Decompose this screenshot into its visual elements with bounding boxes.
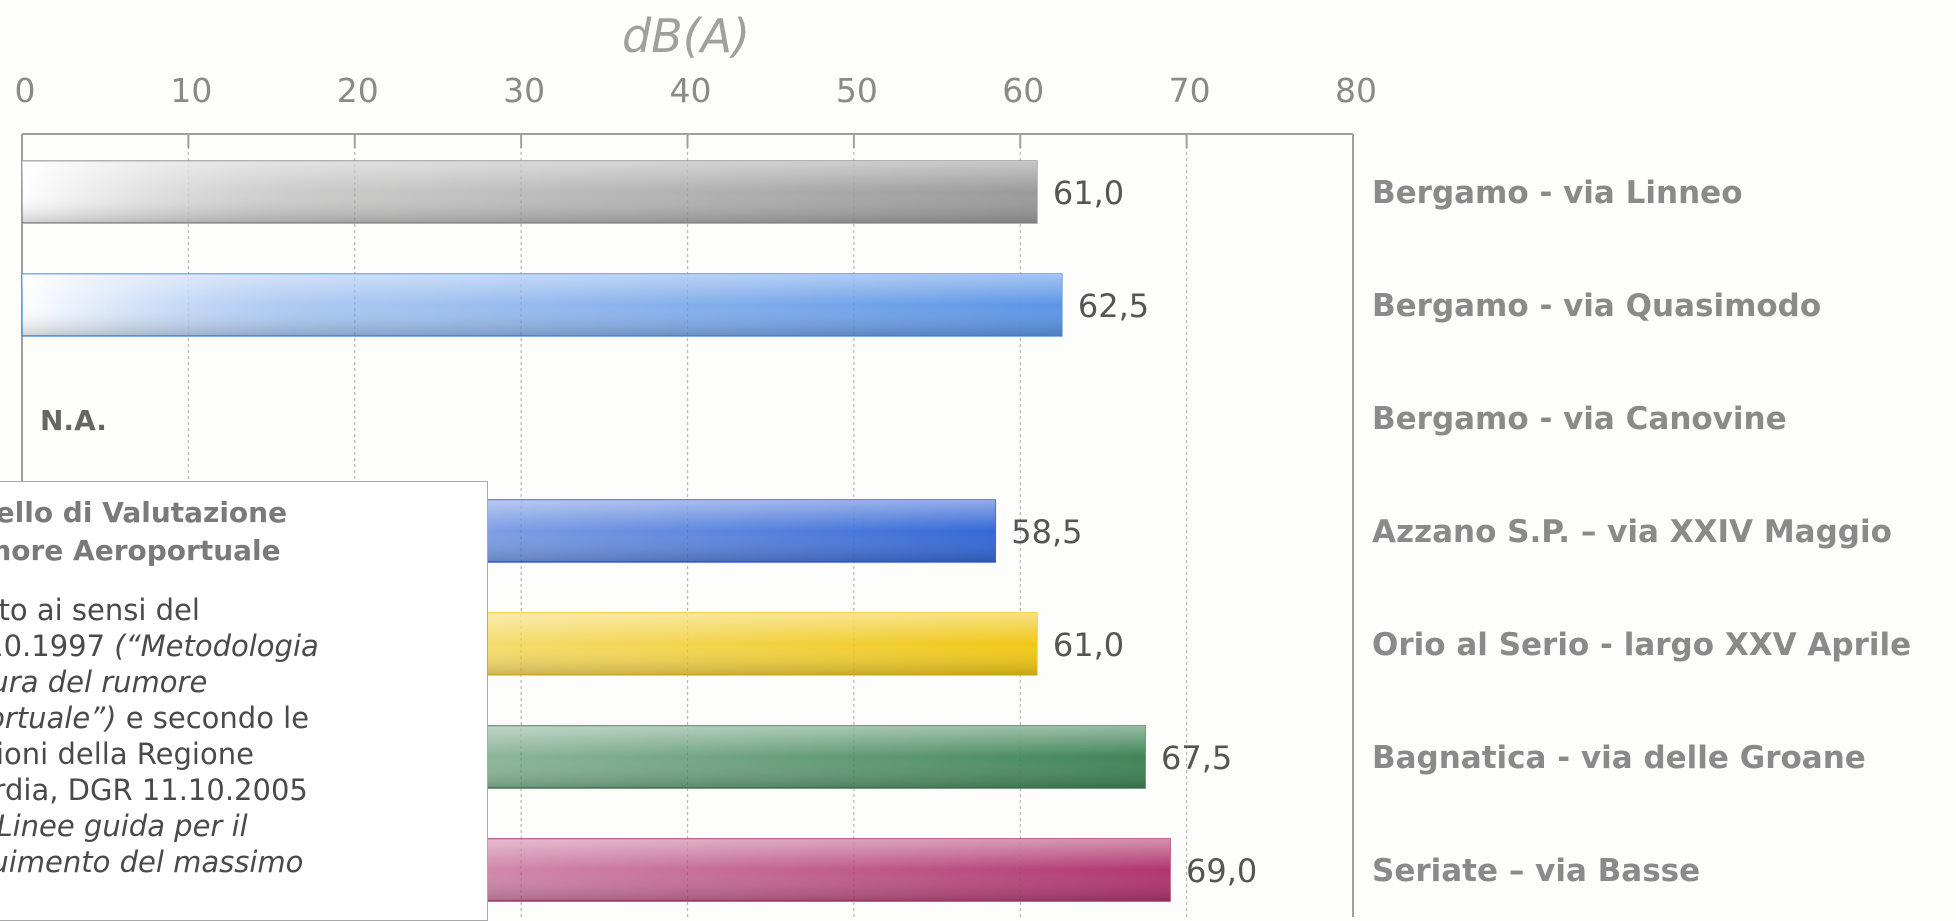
annotation-text: (Linee guida per il — [0, 809, 248, 843]
chart-title: dB(A) — [622, 9, 750, 63]
annotation-line: roportuale”) e secondo le — [0, 700, 487, 736]
category-label: Bergamo - via Quasimodo — [1372, 288, 1821, 324]
x-axis: 0 10 20 30 40 50 60 70 80 — [15, 71, 1377, 148]
category-labels: Bergamo - via Linneo Bergamo - via Quasim… — [1372, 175, 1911, 889]
annotation-line: seguimento del massimo — [0, 844, 487, 880]
category-label: Bagnatica - via delle Groane — [1372, 740, 1866, 776]
bar-shading — [22, 161, 1037, 223]
value-label: 69,0 — [1186, 852, 1257, 890]
value-label: 58,5 — [1011, 513, 1082, 551]
category-label: Orio al Serio - largo XXV Aprile — [1372, 627, 1911, 663]
annotation-text: misura del rumore — [0, 665, 208, 699]
value-label: 61,0 — [1053, 626, 1124, 664]
x-tick-label: 80 — [1335, 71, 1377, 110]
value-label-na: N.A. — [40, 404, 107, 437]
annotation-line: 31.10.1997 (“Metodologia — [0, 628, 487, 664]
x-tick-label: 50 — [836, 71, 878, 110]
value-label: 67,5 — [1161, 739, 1232, 777]
annotation-text: seguimento del massimo — [0, 845, 304, 879]
annotation-line: misura del rumore — [0, 664, 487, 700]
x-tick-label: 20 — [337, 71, 379, 110]
value-label: 62,5 — [1078, 287, 1149, 325]
annotation-line: 08 (Linee guida per il — [0, 808, 487, 844]
annotation-text: (“Metodologia — [114, 629, 319, 663]
annotation-line: icazioni della Regione — [0, 736, 487, 772]
x-tick-label: 30 — [503, 71, 545, 110]
x-tick-label: 40 — [670, 71, 712, 110]
x-tick-label: 0 — [15, 71, 36, 110]
annotation-line: nbardia, DGR 11.10.2005 — [0, 772, 487, 808]
annotation-box: : Livello di Valutazione l rumore Aeropo… — [0, 481, 488, 921]
annotation-title-line: : Livello di Valutazione — [0, 496, 288, 529]
value-labels: 61,0 62,5 N.A. 58,5 61,0 67,5 69,0 — [40, 174, 1257, 890]
category-label: Bergamo - via Linneo — [1372, 175, 1743, 211]
annotation-body: colato ai sensi del31.10.1997 (“Metodolo… — [0, 592, 487, 880]
annotation-title: : Livello di Valutazione l rumore Aeropo… — [0, 494, 487, 570]
x-tick-label: 70 — [1169, 71, 1211, 110]
category-label: Seriate – via Basse — [1372, 853, 1700, 889]
annotation-title-line: l rumore Aeroportuale — [0, 534, 281, 567]
category-label: Azzano S.P. – via XXIV Maggio — [1372, 514, 1892, 550]
bar-shading — [22, 274, 1062, 336]
x-tick-label: 60 — [1002, 71, 1044, 110]
category-label: Bergamo - via Canovine — [1372, 401, 1787, 437]
annotation-text: icazioni della Regione — [0, 737, 254, 771]
annotation-text: roportuale”) — [0, 701, 117, 735]
annotation-line: colato ai sensi del — [0, 592, 487, 628]
value-label: 61,0 — [1053, 174, 1124, 212]
annotation-text: colato ai sensi del — [0, 593, 200, 627]
x-tick-label: 10 — [170, 71, 212, 110]
annotation-text: e secondo le — [116, 701, 310, 735]
annotation-text: nbardia, DGR 11.10.2005 — [0, 773, 308, 807]
annotation-text: 31.10.1997 — [0, 629, 106, 663]
